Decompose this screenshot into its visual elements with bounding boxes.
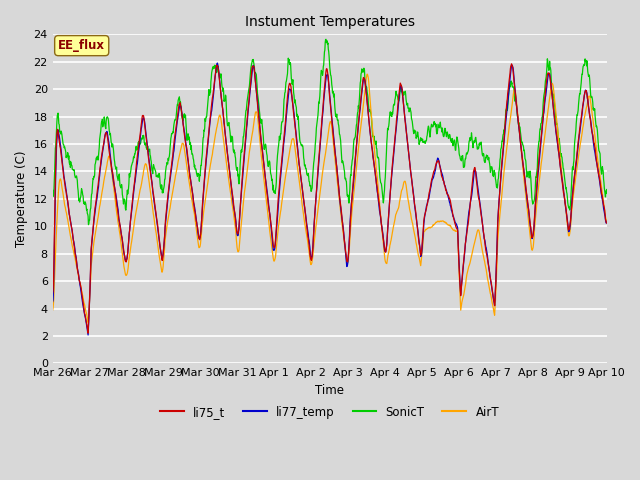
- AirT: [538, 158, 545, 164]
- AirT: [489, 302, 497, 308]
- SonicT: [489, 172, 497, 178]
- X-axis label: Time: Time: [315, 384, 344, 397]
- SonicT: [84, 222, 92, 228]
- li75_t: [159, 254, 166, 260]
- li75_t: [488, 288, 496, 293]
- li77_temp: [235, 229, 243, 235]
- Title: Instument Temperatures: Instument Temperatures: [244, 15, 415, 29]
- li75_t: [172, 124, 180, 130]
- SonicT: [49, 187, 56, 193]
- Y-axis label: Temperature (C): Temperature (C): [15, 151, 28, 247]
- AirT: [603, 219, 611, 225]
- li75_t: [84, 330, 92, 336]
- AirT: [84, 320, 92, 325]
- li75_t: [538, 131, 545, 136]
- li77_temp: [49, 299, 56, 305]
- SonicT: [538, 120, 545, 126]
- Line: li75_t: li75_t: [52, 64, 607, 333]
- Line: li77_temp: li77_temp: [52, 63, 607, 335]
- SonicT: [322, 36, 330, 42]
- AirT: [417, 261, 424, 266]
- AirT: [49, 307, 56, 313]
- Line: AirT: AirT: [52, 74, 607, 323]
- AirT: [234, 249, 242, 255]
- Text: EE_flux: EE_flux: [58, 39, 105, 52]
- li77_temp: [603, 219, 611, 225]
- li77_temp: [214, 60, 221, 66]
- SonicT: [603, 187, 611, 192]
- Legend: li75_t, li77_temp, SonicT, AirT: li75_t, li77_temp, SonicT, AirT: [156, 401, 504, 423]
- li77_temp: [417, 250, 424, 255]
- li77_temp: [489, 291, 497, 297]
- AirT: [364, 71, 371, 77]
- SonicT: [159, 187, 166, 192]
- AirT: [159, 266, 166, 272]
- li75_t: [603, 220, 611, 226]
- li77_temp: [84, 332, 92, 338]
- SonicT: [417, 137, 424, 143]
- li75_t: [49, 290, 56, 296]
- SonicT: [172, 113, 180, 119]
- li75_t: [416, 245, 424, 251]
- li75_t: [234, 229, 242, 235]
- li77_temp: [538, 133, 545, 139]
- SonicT: [234, 171, 242, 177]
- li75_t: [508, 61, 515, 67]
- AirT: [172, 169, 180, 175]
- li77_temp: [172, 128, 180, 133]
- Line: SonicT: SonicT: [52, 39, 607, 225]
- li77_temp: [159, 253, 166, 259]
